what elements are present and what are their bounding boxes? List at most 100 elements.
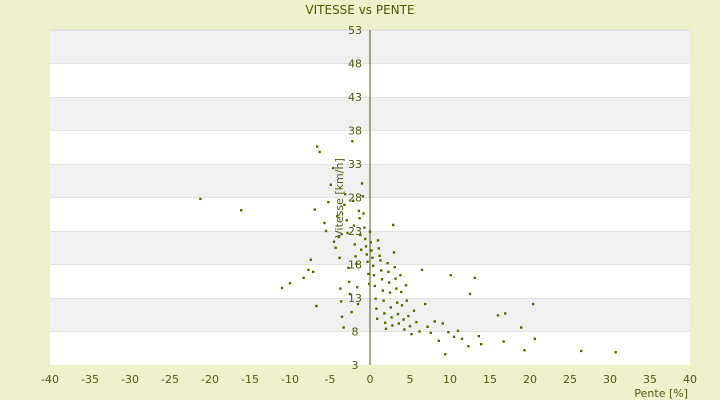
y-tick-label: 43 bbox=[348, 91, 362, 104]
y-tick-label: 33 bbox=[348, 158, 362, 171]
data-point bbox=[338, 256, 341, 259]
data-point bbox=[199, 197, 202, 201]
data-point bbox=[324, 229, 328, 233]
x-tick-label: 10 bbox=[443, 373, 457, 386]
data-point bbox=[449, 274, 452, 277]
data-point bbox=[387, 270, 390, 274]
data-point bbox=[359, 233, 362, 237]
x-tick-label: -35 bbox=[81, 373, 99, 386]
data-point bbox=[364, 237, 367, 241]
data-point bbox=[380, 278, 384, 281]
data-point bbox=[433, 320, 436, 323]
data-point bbox=[366, 260, 369, 264]
data-point bbox=[302, 276, 305, 280]
data-point bbox=[312, 270, 315, 274]
data-point bbox=[357, 209, 360, 213]
x-axis-label: Pente [%] bbox=[634, 387, 688, 400]
x-tick-label: 20 bbox=[523, 373, 537, 386]
data-point bbox=[420, 268, 424, 272]
data-point bbox=[441, 322, 444, 325]
data-point bbox=[391, 324, 394, 327]
data-point bbox=[437, 339, 440, 343]
data-point bbox=[363, 226, 366, 229]
data-point bbox=[369, 241, 372, 244]
data-point bbox=[345, 219, 348, 222]
y-tick-label: 28 bbox=[348, 192, 362, 205]
data-point bbox=[334, 246, 337, 249]
data-point bbox=[395, 287, 398, 290]
data-point bbox=[404, 284, 408, 287]
x-tick-label: 40 bbox=[683, 373, 697, 386]
data-point bbox=[480, 343, 483, 346]
data-point bbox=[383, 312, 386, 315]
data-point bbox=[418, 330, 421, 333]
data-point bbox=[379, 259, 382, 262]
y-tick-label: 3 bbox=[352, 359, 359, 372]
data-point bbox=[396, 301, 399, 304]
data-point bbox=[388, 291, 392, 294]
data-point bbox=[520, 326, 523, 329]
data-point bbox=[468, 292, 472, 296]
x-tick-label: 25 bbox=[563, 373, 577, 386]
data-point bbox=[323, 221, 326, 225]
y-tick-label: 53 bbox=[348, 24, 362, 37]
data-point bbox=[399, 274, 402, 277]
data-point bbox=[375, 307, 378, 310]
data-point bbox=[327, 200, 330, 204]
data-point bbox=[372, 264, 375, 268]
data-point bbox=[473, 276, 476, 280]
data-point bbox=[460, 337, 464, 341]
data-point bbox=[318, 150, 321, 154]
data-point bbox=[343, 203, 346, 207]
data-point bbox=[392, 251, 396, 254]
data-point bbox=[380, 269, 383, 272]
data-point bbox=[315, 304, 318, 308]
data-point bbox=[280, 286, 284, 290]
data-point bbox=[374, 297, 377, 300]
data-point bbox=[533, 337, 536, 341]
data-point bbox=[408, 324, 412, 328]
data-point bbox=[240, 209, 243, 212]
data-point bbox=[456, 329, 460, 333]
data-point bbox=[400, 304, 404, 307]
data-point bbox=[348, 280, 351, 284]
data-point bbox=[496, 314, 500, 317]
data-point bbox=[426, 325, 429, 329]
data-point bbox=[352, 199, 355, 203]
data-point bbox=[504, 312, 507, 315]
y-tick-label: 13 bbox=[348, 292, 362, 305]
data-point bbox=[381, 289, 384, 292]
data-point bbox=[376, 239, 380, 242]
data-point bbox=[407, 314, 410, 318]
data-points bbox=[199, 140, 617, 356]
x-tick-labels: -40 -35 -30 -25 -20 -15 -10 -5 0 5 10 15 20 25 30 35 40 bbox=[41, 373, 697, 386]
data-point bbox=[371, 256, 374, 259]
data-point bbox=[353, 243, 356, 246]
data-point bbox=[477, 334, 480, 338]
data-point bbox=[358, 217, 361, 220]
data-point bbox=[452, 335, 456, 339]
data-point bbox=[400, 290, 403, 294]
data-point bbox=[532, 302, 535, 306]
data-point bbox=[424, 302, 427, 306]
data-point bbox=[388, 281, 391, 284]
data-point bbox=[412, 309, 416, 312]
data-point bbox=[352, 224, 356, 227]
data-point bbox=[384, 321, 387, 324]
data-point bbox=[444, 353, 447, 356]
data-point bbox=[360, 182, 364, 185]
x-tick-label: 35 bbox=[643, 373, 657, 386]
y-tick-label: 23 bbox=[348, 225, 362, 238]
data-point bbox=[415, 320, 418, 324]
y-tick-label: 18 bbox=[348, 259, 362, 272]
data-point bbox=[410, 332, 413, 336]
x-tick-label: -30 bbox=[121, 373, 139, 386]
data-point bbox=[373, 284, 376, 288]
data-point bbox=[356, 302, 360, 306]
data-point bbox=[332, 166, 335, 170]
data-point bbox=[364, 245, 368, 248]
x-tick-label: -5 bbox=[325, 373, 336, 386]
data-point bbox=[348, 292, 352, 296]
data-point bbox=[384, 327, 388, 331]
